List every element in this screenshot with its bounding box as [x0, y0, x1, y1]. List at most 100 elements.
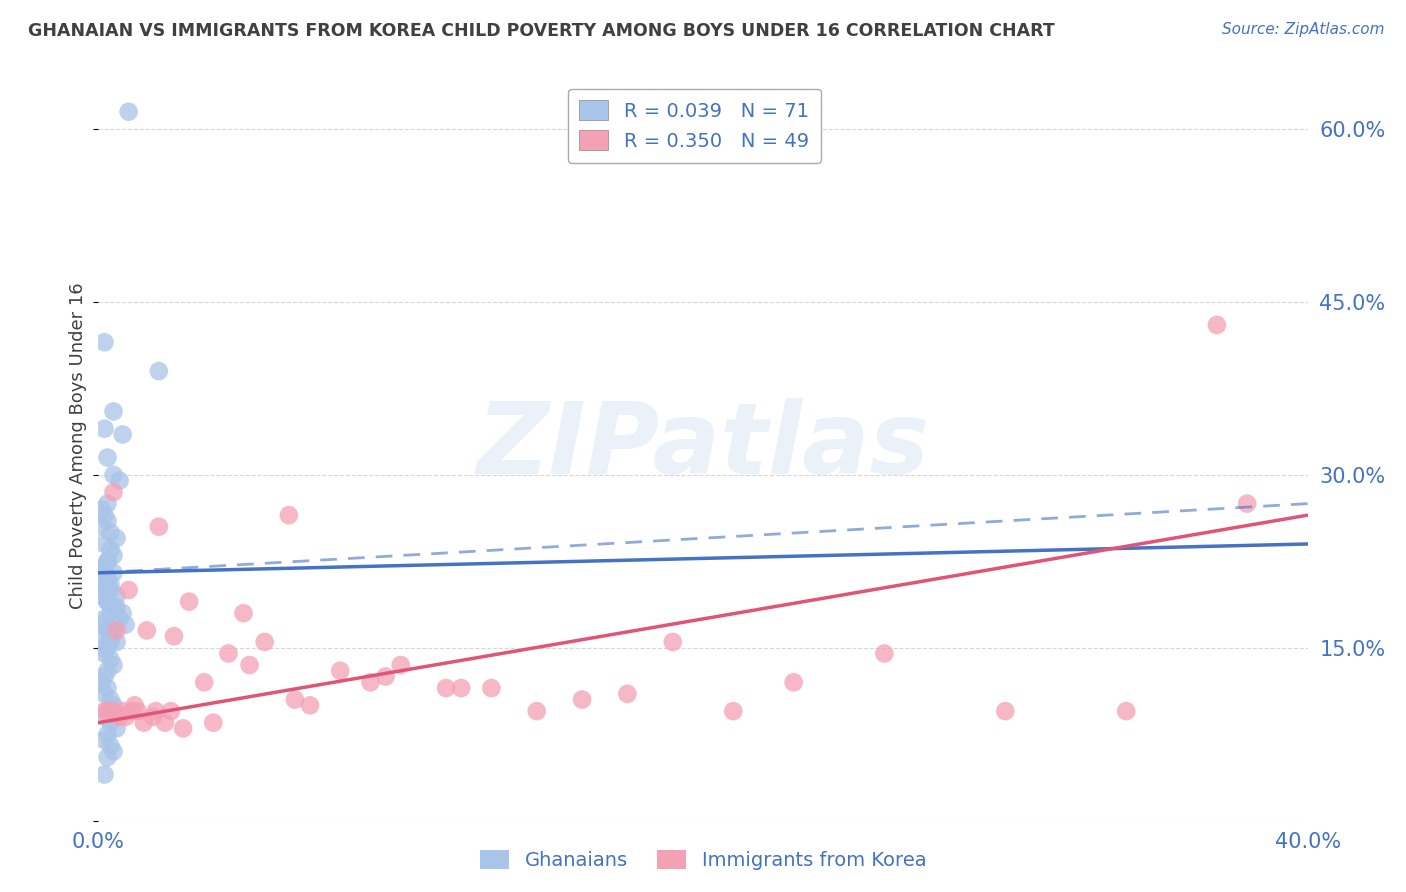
Point — [93, 612, 115, 626]
Point — [374, 669, 396, 683]
Point — [108, 612, 131, 626]
Point — [90, 675, 112, 690]
Point — [100, 652, 122, 666]
Point — [111, 427, 134, 442]
Point — [105, 624, 128, 638]
Point — [114, 617, 136, 632]
Point — [96, 640, 118, 655]
Point — [103, 624, 125, 638]
Point — [160, 704, 183, 718]
Point — [111, 606, 134, 620]
Point — [239, 658, 262, 673]
Text: Source: ZipAtlas.com: Source: ZipAtlas.com — [1222, 22, 1385, 37]
Point — [96, 727, 118, 741]
Point — [132, 715, 155, 730]
Point — [103, 744, 125, 758]
Point — [100, 583, 122, 598]
Point — [873, 647, 896, 661]
Point — [105, 531, 128, 545]
Point — [148, 519, 170, 533]
Point — [90, 640, 112, 655]
Point — [93, 560, 115, 574]
Point — [90, 566, 112, 580]
Point — [100, 629, 122, 643]
Point — [96, 450, 118, 465]
Legend: Ghanaians, Immigrants from Korea: Ghanaians, Immigrants from Korea — [472, 842, 934, 878]
Point — [232, 606, 254, 620]
Point — [103, 704, 125, 718]
Point — [103, 698, 125, 713]
Point — [111, 704, 134, 718]
Point — [96, 594, 118, 608]
Point — [127, 704, 149, 718]
Y-axis label: Child Poverty Among Boys Under 16: Child Poverty Among Boys Under 16 — [69, 283, 87, 609]
Point — [105, 635, 128, 649]
Point — [96, 514, 118, 528]
Point — [93, 687, 115, 701]
Point — [172, 722, 194, 736]
Point — [100, 606, 122, 620]
Point — [163, 629, 186, 643]
Point — [100, 715, 122, 730]
Point — [142, 710, 165, 724]
Point — [93, 767, 115, 781]
Point — [571, 692, 593, 706]
Point — [93, 733, 115, 747]
Point — [90, 519, 112, 533]
Point — [1206, 318, 1229, 332]
Point — [103, 600, 125, 615]
Point — [153, 715, 176, 730]
Point — [93, 669, 115, 683]
Point — [96, 750, 118, 764]
Point — [93, 647, 115, 661]
Point — [96, 681, 118, 695]
Point — [93, 710, 115, 724]
Point — [994, 704, 1017, 718]
Point — [96, 554, 118, 568]
Point — [481, 681, 503, 695]
Point — [93, 583, 115, 598]
Point — [329, 664, 352, 678]
Point — [1115, 704, 1137, 718]
Point — [124, 698, 146, 713]
Point — [616, 687, 638, 701]
Point — [145, 704, 167, 718]
Legend: R = 0.039   N = 71, R = 0.350   N = 49: R = 0.039 N = 71, R = 0.350 N = 49 — [568, 88, 821, 162]
Point — [96, 572, 118, 586]
Point — [100, 739, 122, 753]
Point — [103, 485, 125, 500]
Point — [93, 537, 115, 551]
Point — [105, 600, 128, 615]
Point — [217, 647, 239, 661]
Point — [105, 589, 128, 603]
Point — [253, 635, 276, 649]
Point — [100, 525, 122, 540]
Point — [96, 572, 118, 586]
Point — [114, 710, 136, 724]
Point — [100, 542, 122, 557]
Point — [90, 502, 112, 516]
Point — [103, 549, 125, 563]
Point — [100, 577, 122, 591]
Point — [93, 508, 115, 523]
Point — [90, 617, 112, 632]
Point — [389, 658, 412, 673]
Point — [103, 566, 125, 580]
Point — [284, 692, 307, 706]
Point — [277, 508, 299, 523]
Point — [93, 629, 115, 643]
Point — [118, 104, 141, 119]
Point — [93, 704, 115, 718]
Point — [90, 589, 112, 603]
Text: GHANAIAN VS IMMIGRANTS FROM KOREA CHILD POVERTY AMONG BOYS UNDER 16 CORRELATION : GHANAIAN VS IMMIGRANTS FROM KOREA CHILD … — [28, 22, 1054, 40]
Point — [96, 594, 118, 608]
Point — [1236, 497, 1258, 511]
Point — [103, 404, 125, 418]
Text: ZIPatlas: ZIPatlas — [477, 398, 929, 494]
Point — [105, 722, 128, 736]
Point — [96, 704, 118, 718]
Point — [93, 422, 115, 436]
Point — [93, 577, 115, 591]
Point — [526, 704, 548, 718]
Point — [96, 497, 118, 511]
